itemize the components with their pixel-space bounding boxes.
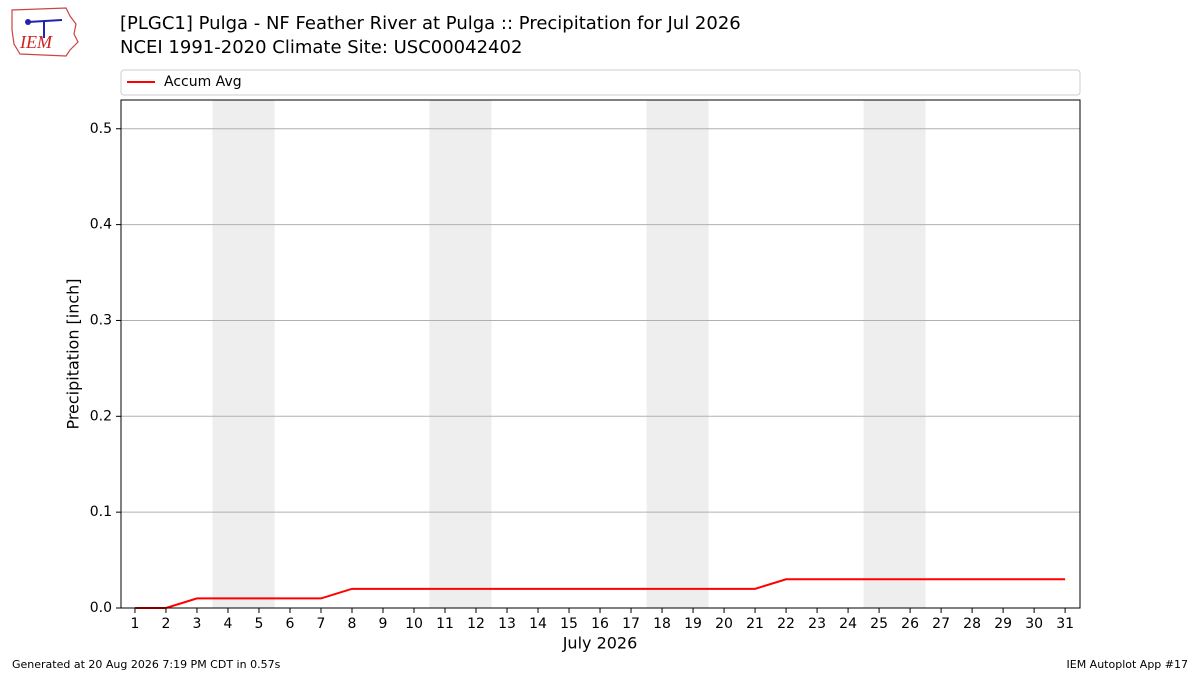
x-tick-label: 4 [224,616,233,632]
chart-subtitle: NCEI 1991-2020 Climate Site: USC00042402 [120,37,522,58]
x-tick-label: 13 [498,616,516,632]
weekend-band [212,100,275,608]
logo-icon [25,19,31,25]
x-tick-label: 31 [1056,616,1074,632]
x-tick-label: 21 [746,616,764,632]
y-tick-label: 0.0 [90,600,112,616]
x-tick-label: 22 [777,616,795,632]
x-tick-label: 29 [994,616,1012,632]
chart-title: [PLGC1] Pulga - NF Feather River at Pulg… [120,13,741,34]
x-tick-label: 28 [963,616,981,632]
y-tick-label: 0.1 [90,504,112,520]
x-tick-label: 12 [467,616,485,632]
legend-box [120,69,1081,96]
weekend-band [863,100,926,608]
x-tick-label: 26 [901,616,919,632]
x-tick-label: 14 [529,616,547,632]
x-tick-label: 18 [653,616,671,632]
x-tick-label: 16 [591,616,609,632]
x-tick-label: 25 [870,616,888,632]
x-tick-label: 24 [839,616,857,632]
footer-right: IEM Autoplot App #17 [1067,658,1189,671]
y-tick-label: 0.5 [90,121,112,137]
x-tick-label: 27 [932,616,950,632]
x-tick-label: 17 [622,616,640,632]
line [134,578,1066,609]
logo-text: IEM [19,32,53,52]
x-tick-label: 8 [348,616,357,632]
y-tick-label: 0.2 [90,408,112,424]
x-tick-label: 11 [436,616,454,632]
x-tick-label: 5 [255,616,264,632]
weekend-band [646,100,709,608]
x-tick-label: 10 [405,616,423,632]
x-tick-label: 15 [560,616,578,632]
x-tick-label: 30 [1025,616,1043,632]
x-tick-label: 19 [684,616,702,632]
y-tick-label: 0.4 [90,217,112,233]
x-tick-label: 20 [715,616,733,632]
x-tick-label: 9 [379,616,388,632]
x-tick-label: 7 [317,616,326,632]
x-axis-label: July 2026 [562,634,638,653]
x-tick-label: 6 [286,616,295,632]
footer-left: Generated at 20 Aug 2026 7:19 PM CDT in … [12,658,281,671]
x-tick-label: 23 [808,616,826,632]
x-tick-label: 2 [161,616,170,632]
logo: IEM [11,7,79,57]
x-tick-label: 3 [193,616,202,632]
plot-frame [120,99,1081,609]
weekend-band [429,100,492,608]
x-tick-label: 1 [130,616,139,632]
y-tick-label: 0.3 [90,312,112,328]
legend-label: Accum Avg [164,74,242,90]
y-axis-label: Precipitation [inch] [64,278,83,429]
